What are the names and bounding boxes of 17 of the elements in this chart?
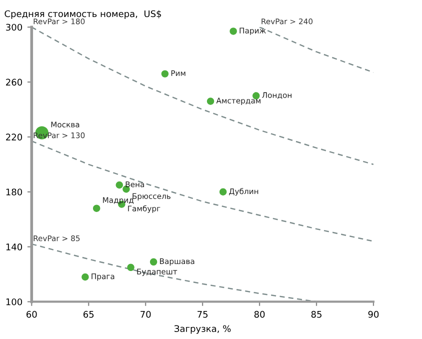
- y-tick-label: 140: [6, 244, 22, 250]
- y-tick-label: 300: [6, 24, 22, 31]
- x-axis-title: Загрузка, %: [174, 325, 231, 334]
- y-tick-label: 100: [6, 298, 22, 306]
- y-tick-label: 180: [6, 188, 22, 196]
- x-tick-label: 85: [311, 310, 322, 318]
- x-tick-label: 75: [198, 311, 208, 318]
- y-tick-label: 260: [6, 78, 22, 86]
- line-series: [32, 140, 374, 242]
- y-axis-title: Средняя стоимость номера, US$: [4, 10, 162, 19]
- y-tick-label: 220: [6, 134, 22, 141]
- x-tick-label: 60: [26, 310, 37, 318]
- x-tick-label: 90: [368, 310, 379, 318]
- line-series: [32, 27, 374, 166]
- x-tick-label: 80: [254, 310, 265, 318]
- x-tick-label: 65: [84, 310, 94, 318]
- x-tick-label: 70: [140, 310, 151, 318]
